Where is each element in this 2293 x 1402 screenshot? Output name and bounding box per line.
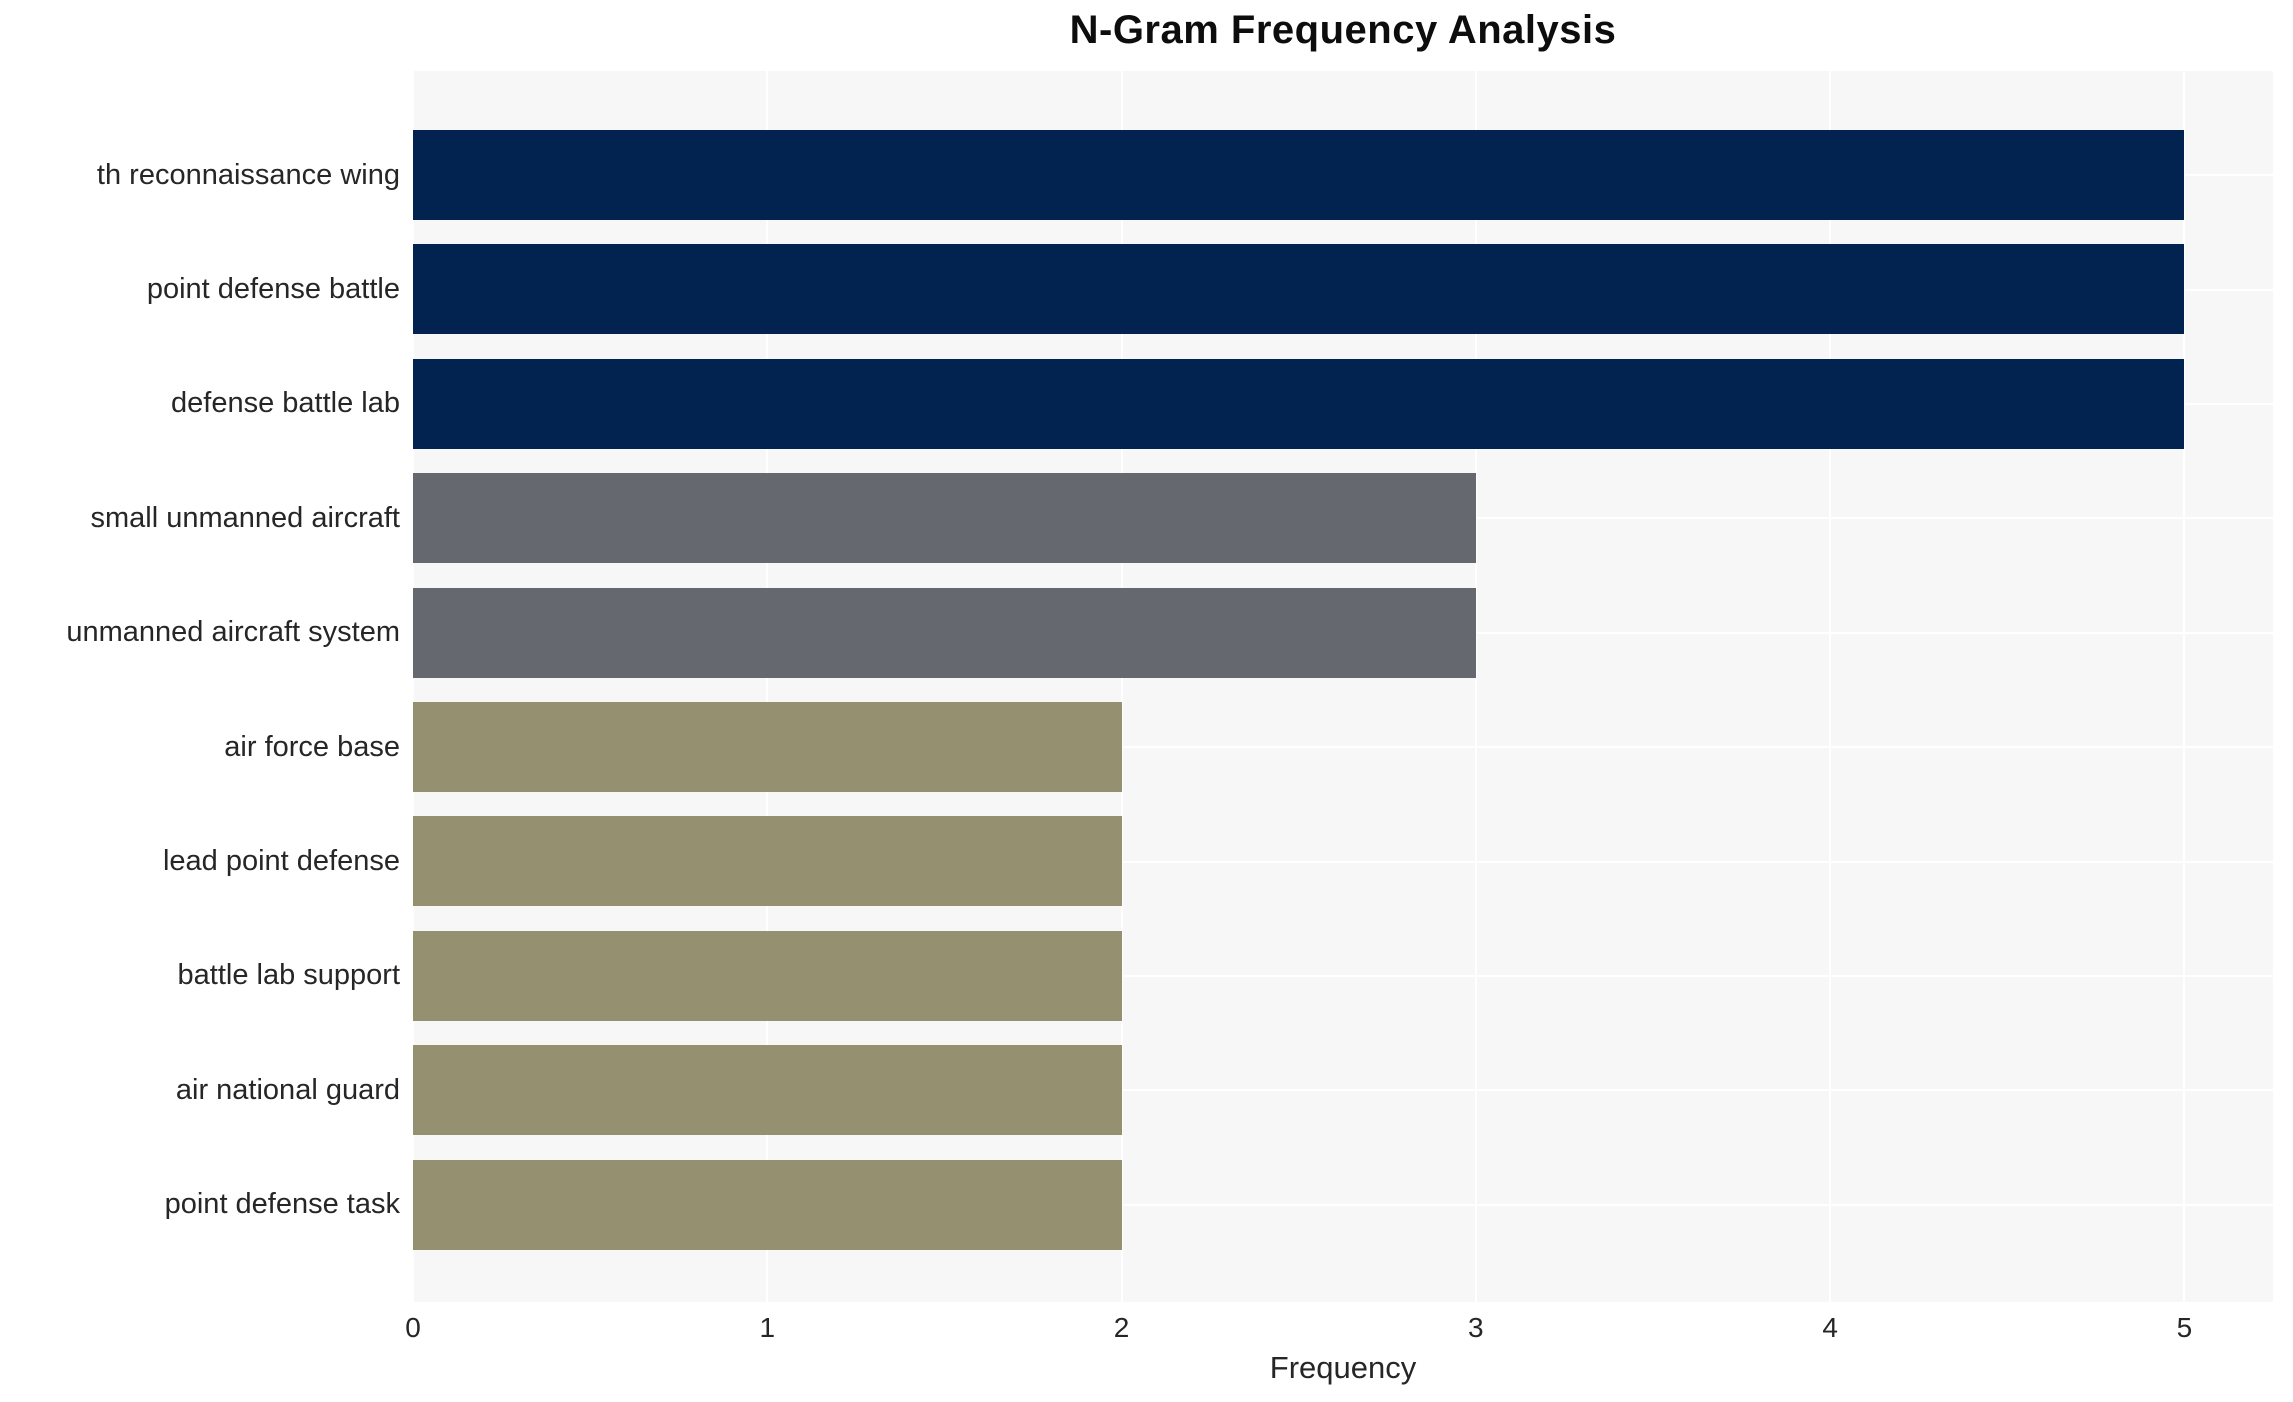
bar bbox=[413, 587, 1476, 678]
gridline-vertical bbox=[766, 71, 769, 1302]
x-tick-label: 3 bbox=[1468, 1312, 1484, 1343]
row-plot bbox=[413, 347, 2273, 461]
category-label: unmanned aircraft system bbox=[66, 616, 400, 649]
gridline-vertical bbox=[1829, 71, 1832, 1302]
category-label: air force base bbox=[224, 730, 400, 763]
category-label: lead point defense bbox=[162, 845, 400, 878]
bar-rows-container: th reconnaissance wing point defense batt… bbox=[0, 71, 2293, 1302]
row-plot bbox=[413, 232, 2273, 346]
chart-row: air force base bbox=[0, 690, 2293, 804]
x-tick-label: 4 bbox=[1822, 1312, 1838, 1343]
chart-row: air national guard bbox=[0, 1033, 2293, 1147]
row-plot bbox=[413, 919, 2273, 1033]
bar bbox=[413, 358, 2185, 449]
chart-row: lead point defense bbox=[0, 804, 2293, 918]
chart-row: unmanned aircraft system bbox=[0, 576, 2293, 690]
category-label: air national guard bbox=[175, 1073, 400, 1106]
row-plot bbox=[413, 118, 2273, 232]
gridline-horizontal bbox=[413, 974, 2273, 977]
x-tick-label: 5 bbox=[2176, 1312, 2193, 1343]
x-axis-ticks: 0 1 2 3 4 5 bbox=[0, 1312, 2293, 1348]
bar bbox=[413, 816, 1122, 907]
gridline-horizontal bbox=[413, 746, 2273, 749]
category-label: defense battle lab bbox=[171, 387, 400, 420]
bar bbox=[413, 473, 1476, 564]
bar bbox=[413, 1045, 1122, 1136]
bar bbox=[413, 244, 2185, 335]
chart-row: defense battle lab bbox=[0, 347, 2293, 461]
row-plot bbox=[413, 576, 2273, 690]
gridline-vertical bbox=[1474, 71, 1477, 1302]
row-plot bbox=[413, 690, 2273, 804]
bar bbox=[413, 701, 1122, 792]
category-label: point defense task bbox=[164, 1188, 400, 1221]
category-label: battle lab support bbox=[177, 959, 400, 992]
category-label: point defense battle bbox=[146, 273, 400, 306]
row-plot bbox=[413, 1033, 2273, 1147]
x-tick-label: 2 bbox=[1113, 1312, 1130, 1343]
gridline-horizontal bbox=[413, 1089, 2273, 1092]
gridline-vertical bbox=[2183, 71, 2186, 1302]
x-tick-label: 0 bbox=[405, 1312, 421, 1343]
gridline-vertical bbox=[1120, 71, 1123, 1302]
category-label: small unmanned aircraft bbox=[90, 501, 400, 534]
chart-row: battle lab support bbox=[0, 919, 2293, 1033]
gridline-vertical bbox=[412, 71, 414, 1302]
row-plot bbox=[413, 804, 2273, 918]
chart-row: point defense battle bbox=[0, 232, 2293, 346]
row-plot bbox=[413, 461, 2273, 575]
chart-row: small unmanned aircraft bbox=[0, 461, 2293, 575]
chart-title: N-Gram Frequency Analysis bbox=[1069, 8, 1617, 52]
category-label: th reconnaissance wing bbox=[96, 158, 400, 191]
chart-row: point defense task bbox=[0, 1148, 2293, 1262]
gridline-horizontal bbox=[413, 860, 2273, 863]
x-axis-label: Frequency bbox=[1269, 1350, 1417, 1385]
bar bbox=[413, 930, 1122, 1021]
x-tick-label: 1 bbox=[759, 1312, 776, 1343]
chart-row: th reconnaissance wing bbox=[0, 118, 2293, 232]
row-plot bbox=[413, 1148, 2273, 1262]
gridline-horizontal bbox=[413, 1203, 2273, 1206]
bar bbox=[413, 1159, 1122, 1250]
bar bbox=[413, 130, 2185, 220]
